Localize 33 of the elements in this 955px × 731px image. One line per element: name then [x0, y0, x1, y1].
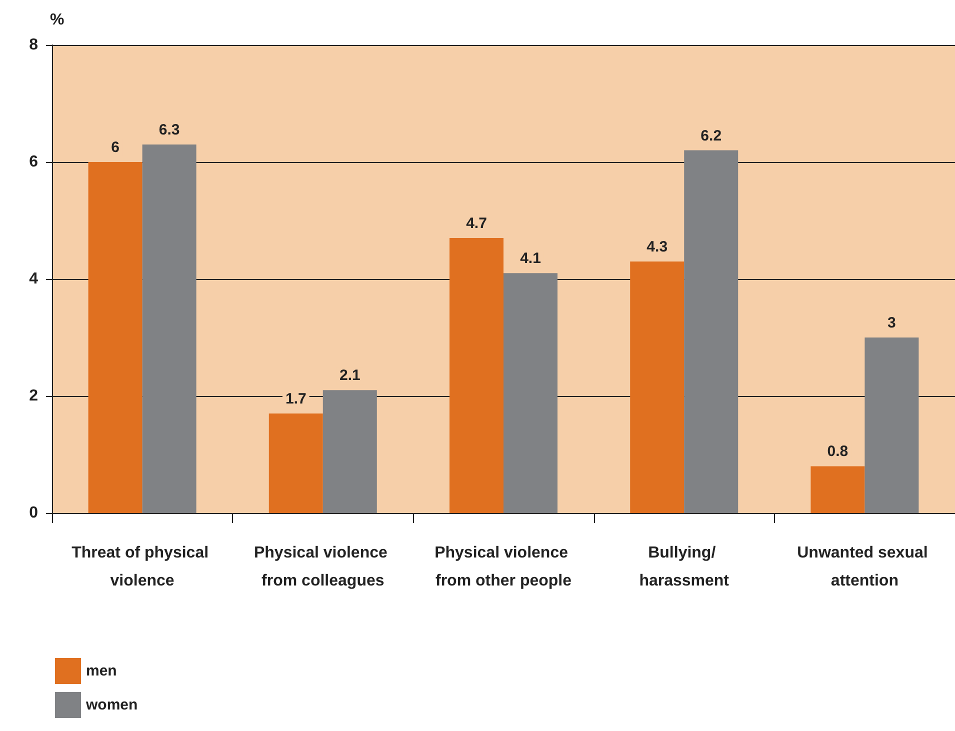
data-label: 6.2	[700, 127, 722, 144]
data-label: 0.8	[827, 443, 848, 460]
bar	[450, 238, 504, 513]
bar	[268, 414, 323, 513]
bar	[504, 273, 558, 513]
data-label: 3	[888, 314, 896, 332]
y-tick-label: 8	[29, 36, 38, 54]
x-tick-label: Unwanted sexual attention	[797, 544, 932, 590]
y-tick-label: 2	[29, 388, 38, 404]
data-label: 2.1	[339, 367, 360, 384]
data-label: 6.3	[158, 121, 180, 138]
x-tick-label: Bullying/ harassment	[639, 544, 730, 590]
data-label: 4.3	[646, 238, 668, 256]
legend-label: women	[85, 696, 138, 714]
bar	[810, 466, 865, 513]
y-tick-label: 4	[29, 270, 38, 288]
data-label: 6	[111, 139, 120, 156]
bar	[864, 338, 919, 513]
bar	[630, 261, 684, 513]
y-axis-title: %	[50, 12, 64, 28]
x-tick-label: Threat of physical violence	[72, 544, 213, 590]
data-label: 1.7	[285, 390, 306, 408]
y-tick-label: 0	[29, 504, 38, 522]
legend-label: men	[86, 662, 117, 680]
y-tick-label: 6	[29, 154, 38, 170]
bar	[142, 144, 196, 513]
bar	[322, 390, 377, 513]
x-tick-label: Physical violence from other people	[434, 544, 572, 590]
bar	[684, 150, 738, 513]
bar	[88, 162, 142, 513]
x-tick-label: Physical violence from colleagues	[254, 544, 392, 590]
data-label: 4.7	[466, 215, 487, 232]
data-label: 4.1	[520, 250, 541, 268]
